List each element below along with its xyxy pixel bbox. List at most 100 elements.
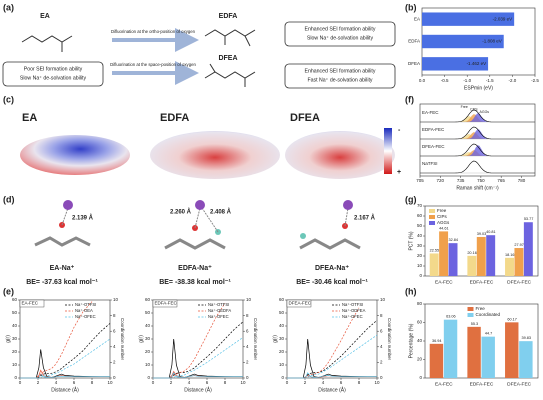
esp-map bbox=[285, 131, 395, 179]
x-tick-label: 8 bbox=[224, 380, 227, 385]
x-tick-label: 750 bbox=[477, 178, 485, 183]
esp-label: EA bbox=[22, 112, 37, 124]
x-tick-label: 8 bbox=[91, 380, 94, 385]
x-tick-label: 6 bbox=[73, 380, 76, 385]
structure-name: EDFA-Na⁺ bbox=[178, 265, 212, 272]
legend-label: Free bbox=[476, 306, 486, 311]
y-tick-label: 20 bbox=[417, 253, 423, 258]
axis-label: Raman shift (cm⁻¹) bbox=[456, 185, 499, 191]
box-text: Poor SEI formation ability bbox=[24, 66, 83, 72]
y2-tick-label: 10 bbox=[380, 297, 386, 302]
panel-label: (a) bbox=[3, 2, 14, 12]
x-tick-label: EDFA-FEC bbox=[470, 279, 494, 285]
value-label: 22.55 bbox=[430, 248, 440, 252]
plot-title: DFEA-FEC bbox=[289, 301, 312, 306]
y-tick-label: 40 bbox=[145, 323, 151, 328]
trace-label: DFEA-FEC bbox=[422, 144, 445, 149]
color-bar bbox=[384, 128, 392, 174]
x-tick-label: 0.0 bbox=[419, 78, 426, 83]
axis-label: Distance (Å) bbox=[318, 386, 346, 393]
x-tick-label: EA-FEC bbox=[435, 279, 453, 285]
distance-label: 2.167 Å bbox=[354, 215, 376, 222]
y-tick-label: 60 bbox=[12, 297, 18, 302]
x-tick-label: 8 bbox=[358, 380, 361, 385]
bar bbox=[429, 343, 444, 378]
bar bbox=[476, 236, 486, 276]
y-tick-label: 10 bbox=[417, 263, 423, 268]
panel-label: (b) bbox=[405, 2, 417, 12]
x-tick-label: -1.5 bbox=[486, 78, 494, 83]
y-tick-label: EA bbox=[414, 16, 420, 21]
molecule-edfa bbox=[204, 29, 256, 47]
legend-label: Na⁺-OTFSI bbox=[342, 302, 363, 307]
box-text: Slow Na⁺ de-solvation ability bbox=[307, 35, 374, 41]
legend-label: Na⁺-OEA bbox=[75, 308, 93, 313]
axis-label: Distance (Å) bbox=[184, 386, 212, 393]
molecule-dfea bbox=[204, 63, 256, 87]
peak bbox=[420, 113, 535, 122]
binding-energy: BE= -37.63 kcal mol⁻¹ bbox=[26, 279, 98, 286]
series-line bbox=[20, 349, 110, 379]
bar bbox=[467, 326, 481, 378]
axis-label: g(r) bbox=[138, 335, 144, 343]
x-tick-label: 10 bbox=[374, 380, 380, 385]
series-line bbox=[153, 321, 244, 379]
legend-label: Na⁺-ODFEA bbox=[342, 308, 366, 313]
esp-map bbox=[20, 135, 130, 175]
legend-label: Na⁺-OEDFA bbox=[208, 308, 231, 313]
y-tick-label: 20 bbox=[417, 357, 423, 362]
bar bbox=[448, 243, 458, 276]
text-box bbox=[284, 63, 396, 89]
x-tick-label: 2 bbox=[170, 380, 173, 385]
arrow-text: Difluorination at the space-position of … bbox=[110, 62, 196, 67]
panel-label: (c) bbox=[3, 94, 14, 104]
axis-label: Distance (Å) bbox=[51, 386, 79, 393]
panel-label: (d) bbox=[3, 194, 15, 204]
axis-label: Coordination number bbox=[253, 318, 258, 361]
structure-name: EA-Na⁺ bbox=[50, 265, 75, 272]
trace-label: EDFA-FEC bbox=[422, 127, 445, 132]
structure-ea bbox=[34, 200, 91, 247]
legend-label: AGGs bbox=[437, 220, 450, 225]
x-tick-label: 735 bbox=[457, 178, 465, 183]
x-tick-label: 0 bbox=[286, 380, 289, 385]
y2-tick-label: 6 bbox=[246, 328, 249, 333]
y-tick-label: 60 bbox=[417, 213, 423, 218]
bar bbox=[429, 253, 439, 276]
y-tick-label: 60 bbox=[417, 320, 423, 325]
x-tick-label: 0 bbox=[19, 380, 22, 385]
scale-label: + bbox=[397, 169, 401, 176]
bar bbox=[422, 12, 515, 26]
x-tick-label: 2 bbox=[37, 380, 40, 385]
x-tick-label: EA-FEC bbox=[435, 381, 453, 387]
y-tick-label: 30 bbox=[12, 336, 18, 341]
y2-tick-label: 4 bbox=[380, 344, 383, 349]
molecule-label: EDFA bbox=[219, 13, 238, 20]
bar bbox=[514, 248, 524, 276]
y-tick-label: 80 bbox=[417, 301, 423, 306]
molecule-ea bbox=[21, 35, 73, 52]
legend-label: Coordinated bbox=[476, 312, 501, 317]
value-label: 20.16 bbox=[467, 251, 477, 255]
bar bbox=[467, 255, 477, 276]
distance-label: 2.408 Å bbox=[210, 209, 232, 216]
y-tick-label: 10 bbox=[12, 362, 18, 367]
panel-label: (g) bbox=[405, 194, 417, 204]
arrow-text: Difluorination at the ortho-position of … bbox=[111, 29, 196, 34]
value-label: 18.16 bbox=[505, 253, 515, 257]
legend-label: CIPs bbox=[437, 214, 448, 219]
y-tick-label: 70 bbox=[417, 203, 423, 208]
x-tick-label: -1.0 bbox=[463, 78, 471, 83]
bar bbox=[443, 319, 458, 378]
bar bbox=[422, 57, 489, 71]
structure-edfa bbox=[164, 200, 226, 250]
axis-label: PCT (%) bbox=[408, 231, 414, 250]
y2-tick-label: 4 bbox=[113, 344, 116, 349]
value-label: 36.94 bbox=[432, 339, 442, 343]
box-text: Slow Na⁺ de-solvation ability bbox=[20, 75, 87, 81]
x-tick-label: 4 bbox=[55, 380, 58, 385]
value-label: -1.808 eV bbox=[482, 39, 502, 44]
box-text: Enhanced SEI formation ability bbox=[305, 68, 376, 74]
value-label: 53.77 bbox=[524, 217, 534, 221]
binding-energy: BE= -38.38 kcal mol⁻¹ bbox=[159, 279, 231, 286]
